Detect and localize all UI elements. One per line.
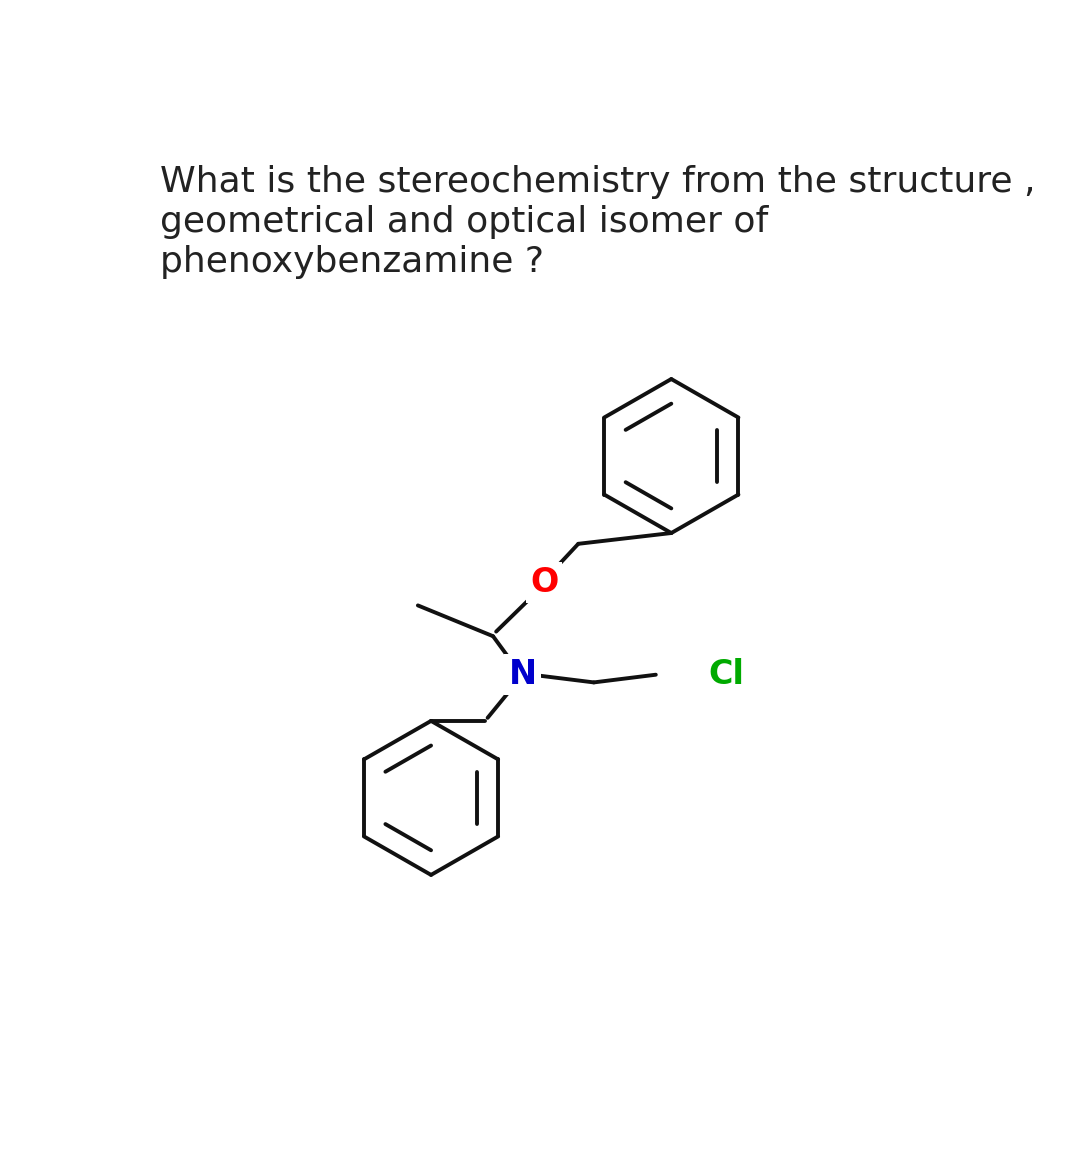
Text: Cl: Cl bbox=[708, 658, 744, 691]
Text: N: N bbox=[509, 658, 537, 691]
Text: geometrical and optical isomer of: geometrical and optical isomer of bbox=[160, 205, 768, 240]
Text: What is the stereochemistry from the structure ,: What is the stereochemistry from the str… bbox=[160, 165, 1036, 199]
Text: O: O bbox=[530, 566, 558, 599]
Text: phenoxybenzamine ?: phenoxybenzamine ? bbox=[160, 245, 544, 279]
